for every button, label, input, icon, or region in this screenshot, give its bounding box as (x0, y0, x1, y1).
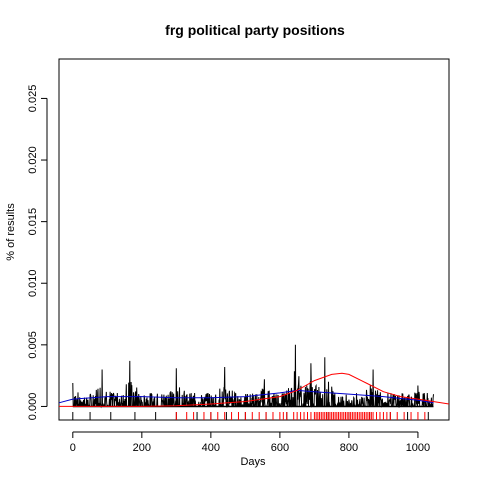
plot-frame (59, 59, 449, 420)
x-tick-label: 400 (202, 442, 220, 454)
y-tick-label: 0.015 (27, 208, 39, 236)
x-tick-label: 1000 (406, 442, 430, 454)
chart-title: frg political party positions (165, 22, 345, 38)
series-layer (73, 345, 434, 407)
y-tick-label: 0.010 (27, 269, 39, 297)
y-tick-label: 0.005 (27, 331, 39, 359)
y-tick-label: 0.025 (27, 85, 39, 113)
y-tick-label: 0.000 (27, 393, 39, 421)
y-axis-label: % of results (5, 203, 17, 261)
series-daily (73, 345, 434, 407)
x-tick-label: 0 (70, 442, 76, 454)
x-tick-label: 200 (133, 442, 151, 454)
x-tick-label: 600 (271, 442, 289, 454)
y-tick-label: 0.020 (27, 146, 39, 174)
x-axis-label: Days (240, 456, 266, 468)
rug-layer (73, 412, 428, 420)
x-tick-label: 800 (340, 442, 358, 454)
